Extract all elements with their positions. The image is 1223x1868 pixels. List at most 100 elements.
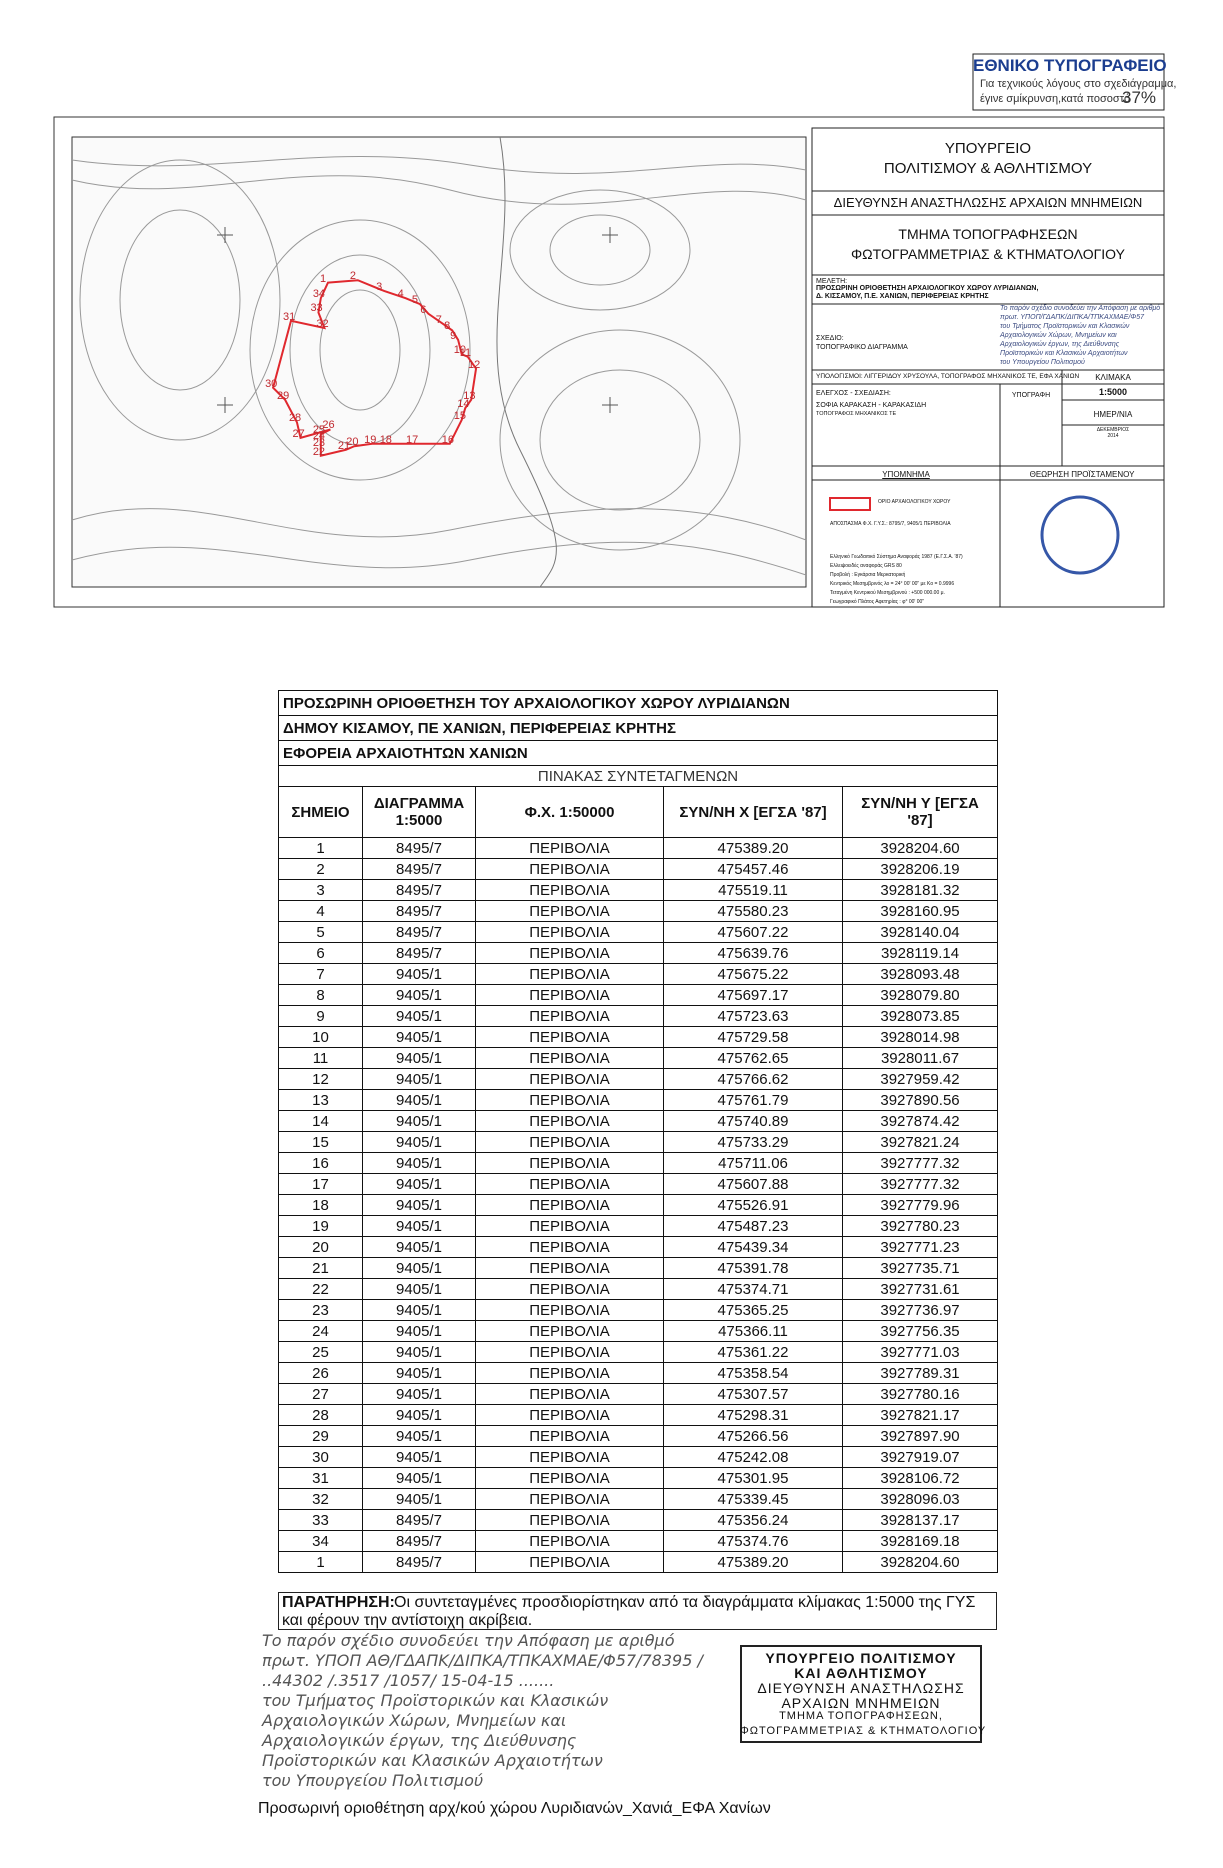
- table-row: 26 9405/1 ΠΕΡΙΒΟΛΙΑ 475358.54 3927789.31: [278, 1362, 999, 1384]
- table-cell: 475374.76: [663, 1530, 843, 1552]
- directorate: ΔΙΕΥΘΥΝΣΗ ΑΝΑΣΤΗΛΩΣΗΣ ΑΡΧΑΙΩΝ ΜΝΗΜΕΙΩΝ: [833, 195, 1143, 210]
- point-label: 34: [312, 288, 326, 301]
- table-cell: 475242.08: [663, 1446, 843, 1468]
- table-row: 29 9405/1 ΠΕΡΙΒΟΛΙΑ 475266.56 3927897.90: [278, 1425, 999, 1447]
- table-cell: 3927780.16: [841, 1383, 999, 1405]
- table-cell: 475526.91: [663, 1194, 843, 1216]
- table-cell: 22: [278, 1278, 363, 1300]
- point-label: 3: [376, 280, 383, 293]
- table-cell: 7: [278, 963, 363, 985]
- table-cell: ΠΕΡΙΒΟΛΙΑ: [475, 1110, 664, 1132]
- table-row: 14 9405/1 ΠΕΡΙΒΟΛΙΑ 475740.89 3927874.42: [278, 1110, 999, 1132]
- point-label: 32: [316, 317, 329, 330]
- table-cell: 475762.65: [663, 1047, 843, 1069]
- table-row: 12 9405/1 ΠΕΡΙΒΟΛΙΑ 475766.62 3927959.42: [278, 1068, 999, 1090]
- map: [53, 53, 1165, 608]
- ministry: ΠΟΛΙΤΙΣΜΟΥ & ΑΘΛΗΤΙΣΜΟΥ: [883, 160, 1093, 177]
- table-cell: ΠΕΡΙΒΟΛΙΑ: [475, 879, 664, 901]
- table-cell: 475607.88: [663, 1173, 843, 1195]
- table-cell: 9405/1: [362, 1005, 476, 1027]
- table-title: ΔΗΜΟΥ ΚΙΣΑΜΟΥ, ΠΕ ΧΑΝΙΩΝ, ΠΕΡΙΦΕΡΕΙΑΣ ΚΡ…: [277, 715, 999, 741]
- table-row: ΔΗΜΟΥ ΚΙΣΑΜΟΥ, ΠΕ ΧΑΝΙΩΝ, ΠΕΡΙΦΕΡΕΙΑΣ ΚΡ…: [277, 715, 999, 741]
- table-cell: 14: [278, 1110, 363, 1132]
- table-row: 17 9405/1 ΠΕΡΙΒΟΛΙΑ 475607.88 3927777.32: [278, 1173, 999, 1195]
- table-cell: 9405/1: [362, 1131, 476, 1153]
- table-cell: 8495/7: [362, 858, 476, 880]
- table-row: 7 9405/1 ΠΕΡΙΒΟΛΙΑ 475675.22 3928093.48: [278, 963, 999, 985]
- point-label: 14: [457, 397, 470, 410]
- table-cell: 3928206.19: [841, 858, 999, 880]
- table-cell: 475639.76: [663, 942, 843, 964]
- table-row: ΠΡΟΣΩΡΙΝΗ ΟΡΙΟΘΕΤΗΣΗ ΤΟΥ ΑΡΧΑΙΟΛΟΓΙΚΟΥ Χ…: [277, 690, 999, 716]
- point-label: 28: [288, 412, 302, 425]
- table-cell: 3928014.98: [841, 1026, 999, 1048]
- table-row: 6 8495/7 ΠΕΡΙΒΟΛΙΑ 475639.76 3928119.14: [278, 942, 999, 964]
- table-title: ΠΡΟΣΩΡΙΝΗ ΟΡΙΟΘΕΤΗΣΗ ΤΟΥ ΑΡΧΑΙΟΛΟΓΙΚΟΥ Χ…: [277, 690, 999, 716]
- projection: Τεταγμένη Κεντρικού Μεσημβρινού : +500 0…: [830, 590, 945, 596]
- checker: ΣΟΦΙΑ ΚΑΡΑΚΑΣΗ - ΚΑΡΑΚΑΣΙΔΗ: [816, 402, 927, 409]
- ministry-stamp-line: ΤΜΗΜΑ ΤΟΠΟΓΡΑΦΗΣΕΩΝ,: [779, 1710, 943, 1722]
- table-cell: 12: [278, 1068, 363, 1090]
- table-cell: 3928160.95: [841, 900, 999, 922]
- table-cell: 6: [278, 942, 363, 964]
- decision-line: Προϊστορικών και Κλασικών Αρχαιοτήτων: [262, 1751, 603, 1770]
- table-cell: ΠΕΡΙΒΟΛΙΑ: [475, 942, 664, 964]
- table-row: 5 8495/7 ΠΕΡΙΒΟΛΙΑ 475607.22 3928140.04: [278, 921, 999, 943]
- table-cell: 17: [278, 1173, 363, 1195]
- point-label: 11: [459, 346, 472, 359]
- stamp-text: Για τεχνικούς λόγους στο σχεδιάγραμμα,: [980, 78, 1177, 90]
- table-cell: 475391.78: [663, 1257, 843, 1279]
- table-cell: 10: [278, 1026, 363, 1048]
- table-row: 1 8495/7 ΠΕΡΙΒΟΛΙΑ 475389.20 3928204.60: [278, 837, 999, 859]
- title-block: [811, 127, 1165, 608]
- point-label: 22: [312, 445, 326, 458]
- table-cell: 9405/1: [362, 1068, 476, 1090]
- point-label: 9: [450, 329, 457, 342]
- table-cell: ΠΕΡΙΒΟΛΙΑ: [475, 837, 664, 859]
- table-cell: 9405/1: [362, 1446, 476, 1468]
- table-cell: 3927789.31: [841, 1362, 999, 1384]
- label: ΥΠΟΜΝΗΜΑ: [882, 470, 930, 479]
- decision-line: ..44302 /.3517 /1057/ 15-04-15 .......: [262, 1671, 555, 1690]
- ministry: ΥΠΟΥΡΓΕΙΟ: [944, 140, 1032, 157]
- table-row: 24 9405/1 ΠΕΡΙΒΟΛΙΑ 475366.11 3927756.35: [278, 1320, 999, 1342]
- plan: ΤΟΠΟΓΡΑΦΙΚΟ ΔΙΑΓΡΑΜΜΑ: [816, 344, 908, 351]
- table-cell: 475298.31: [663, 1404, 843, 1426]
- table-cell: 3927771.03: [841, 1341, 999, 1363]
- point-label: 7: [435, 314, 442, 327]
- table-cell: 8495/7: [362, 1551, 476, 1573]
- table-header: ΔΙΑΓΡΑΜΜΑ 1:5000: [362, 786, 476, 838]
- table-cell: 4: [278, 900, 363, 922]
- table-cell: ΠΕΡΙΒΟΛΙΑ: [475, 1131, 664, 1153]
- point-label: 15: [453, 409, 466, 422]
- table-cell: 8: [278, 984, 363, 1006]
- table-cell: 3928106.72: [841, 1467, 999, 1489]
- table-cell: 475487.23: [663, 1215, 843, 1237]
- handwritten: Το παρόν σχέδιο συνοδεύει την Απόφαση με…: [1000, 305, 1161, 312]
- table-cell: ΠΕΡΙΒΟΛΙΑ: [475, 1383, 664, 1405]
- table-cell: 475740.89: [663, 1110, 843, 1132]
- point-label: 26: [322, 419, 335, 432]
- table-cell: 15: [278, 1131, 363, 1153]
- date: ΔΕΚΕΜΒΡΙΟΣ: [1096, 427, 1130, 433]
- title-block-lines: [812, 190, 1164, 607]
- table-cell: 475365.25: [663, 1299, 843, 1321]
- table-cell: 3927777.32: [841, 1152, 999, 1174]
- table-cell: 9405/1: [362, 1194, 476, 1216]
- projection: Ελλειψοειδές αναφοράς GRS 80: [830, 563, 902, 569]
- decision-line: του Υπουργείου Πολιτισμού: [262, 1771, 484, 1790]
- stamp-title: ΕΘΝΙΚΟ ΤΥΠΟΓΡΑΦΕΙΟ: [973, 56, 1167, 75]
- table-row: 1 8495/7 ΠΕΡΙΒΟΛΙΑ 475389.20 3928204.60: [278, 1551, 999, 1573]
- table-cell: 9405/1: [362, 1026, 476, 1048]
- table-cell: 33: [278, 1509, 363, 1531]
- point-label: 30: [265, 377, 278, 390]
- table-header: Φ.Χ. 1:50000: [475, 786, 664, 838]
- table-cell: ΠΕΡΙΒΟΛΙΑ: [475, 1341, 664, 1363]
- projection: Κεντρικός Μεσημβρινός λο = 24° 00' 00" μ…: [830, 581, 955, 587]
- stamp-text: έγινε σμίκρυνση,κατά ποσοστό: [980, 93, 1131, 105]
- coordinates-table: ΠΡΟΣΩΡΙΝΗ ΟΡΙΟΘΕΤΗΣΗ ΤΟΥ ΑΡΧΑΙΟΛΟΓΙΚΟΥ Χ…: [277, 690, 999, 1573]
- table-cell: 9405/1: [362, 1488, 476, 1510]
- table-cell: 475675.22: [663, 963, 843, 985]
- label: ΥΠΟΓΡΑΦΗ: [1011, 392, 1051, 399]
- point-label: 20: [346, 436, 359, 449]
